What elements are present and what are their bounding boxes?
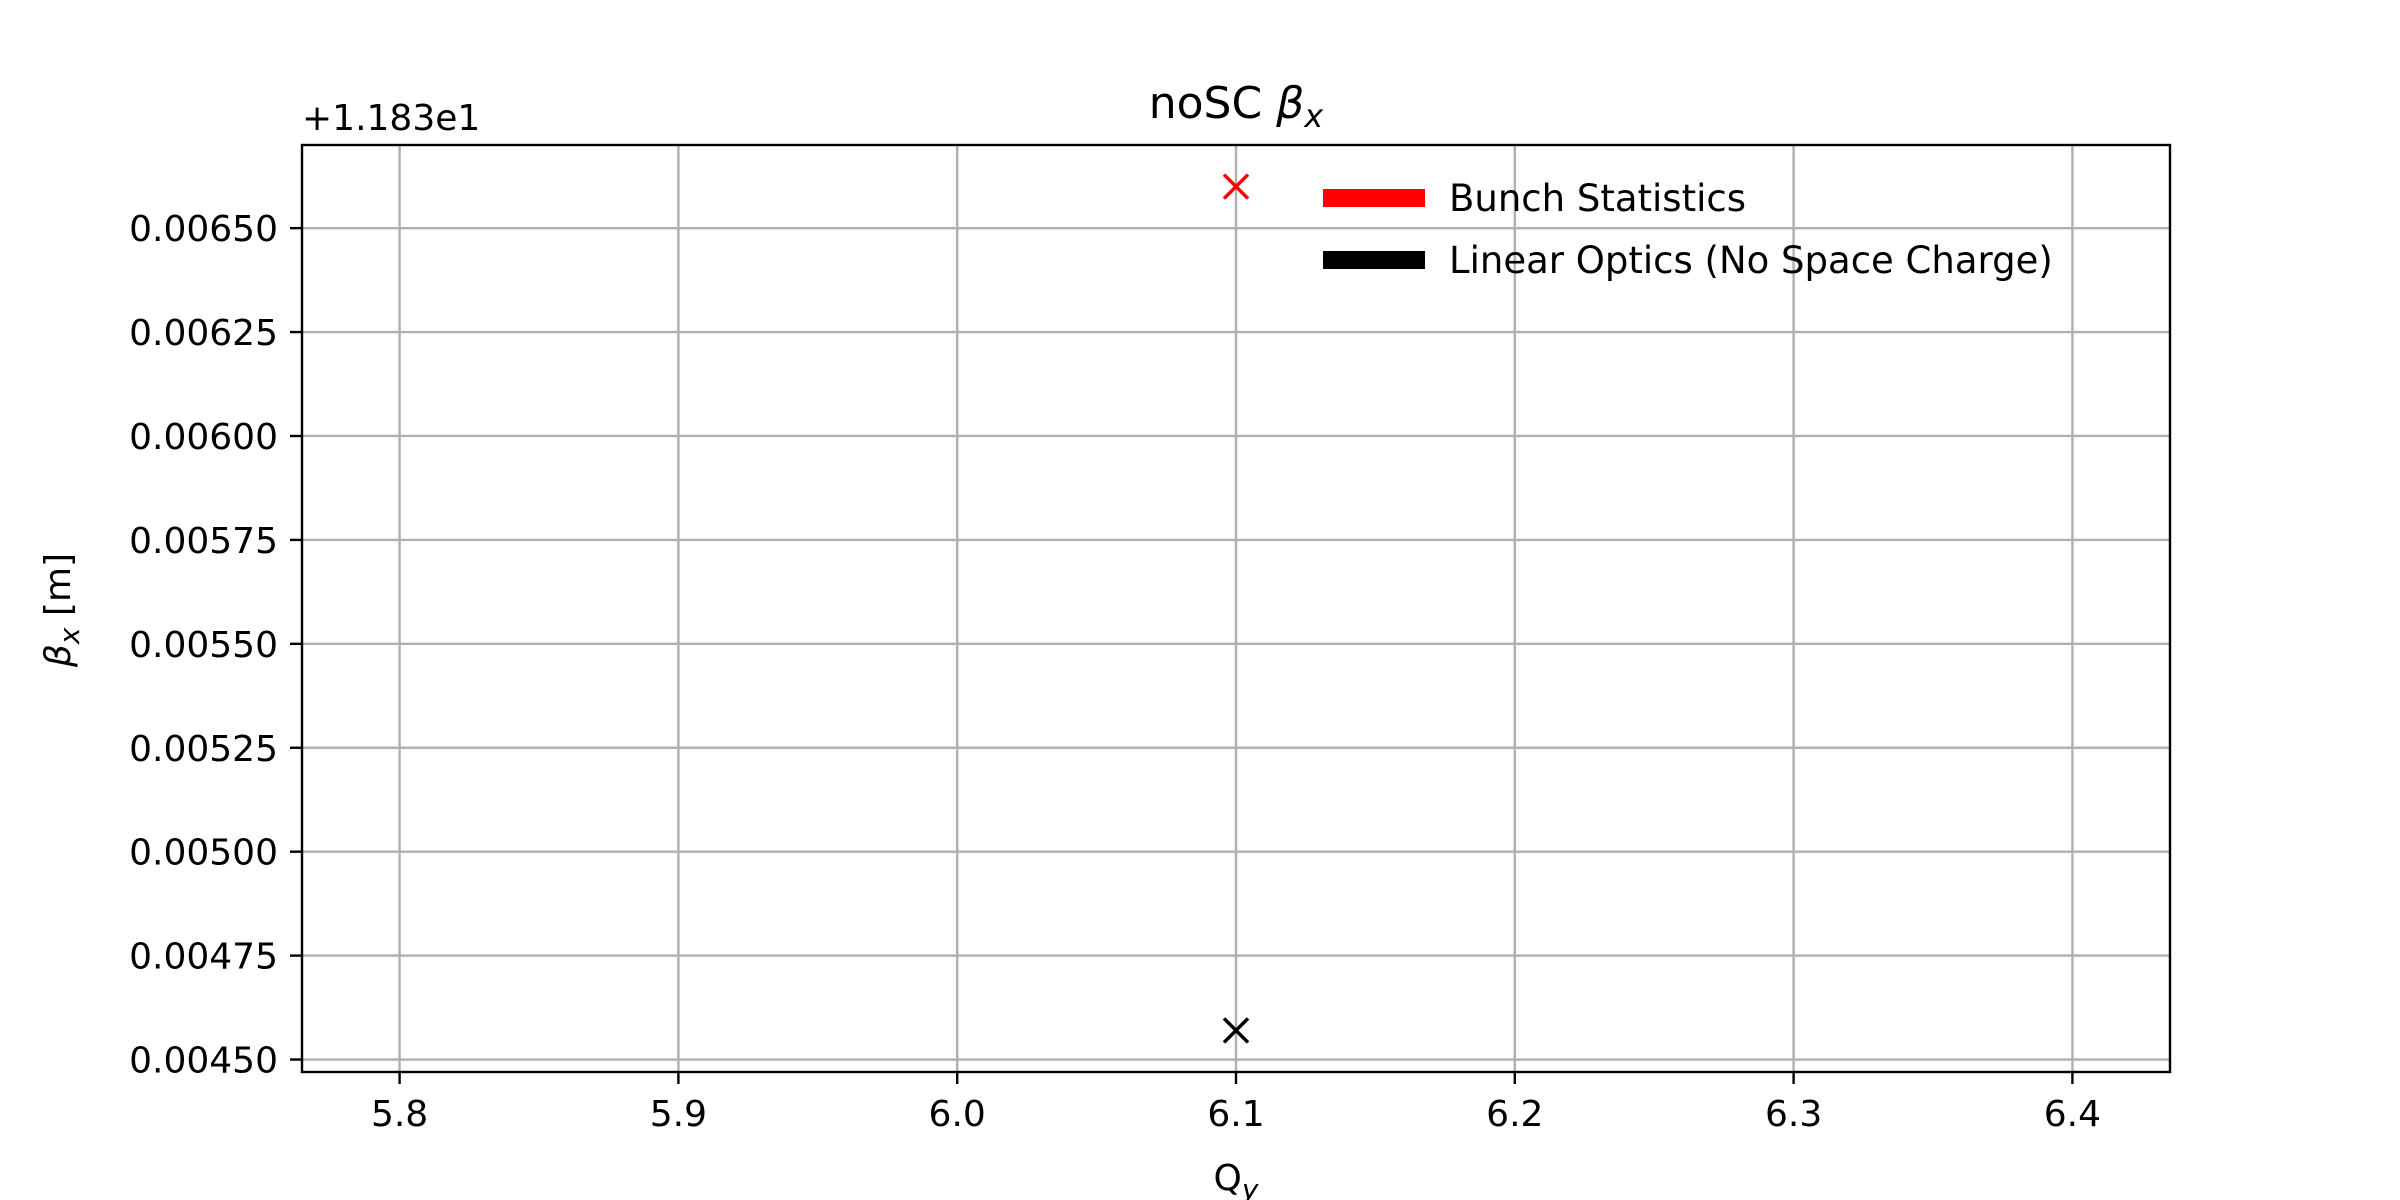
y-tick-label: 0.00650 (129, 209, 278, 250)
x-tick-label: 5.9 (650, 1094, 707, 1135)
x-tick-label: 6.1 (1207, 1094, 1264, 1135)
data-point-series-1 (1222, 1017, 1250, 1044)
legend: Bunch Statistics Linear Optics (No Space… (1323, 177, 2053, 282)
y-tick-label: 0.00550 (129, 625, 278, 666)
chart-title: noSC βx (1149, 78, 1325, 135)
data-points (1222, 173, 1250, 1044)
y-tick-label: 0.00625 (129, 313, 278, 354)
y-tick-label: 0.00450 (129, 1041, 278, 1082)
x-axis-label: Qy (1214, 1158, 1259, 1200)
y-tick-label: 0.00475 (129, 937, 278, 978)
y-tick-label: 0.00500 (129, 833, 278, 874)
y-axis-label: βx [m] (38, 553, 86, 668)
axis-ticks: 5.8 5.9 6.0 6.1 6.2 6.3 6.4 0.00450 0.00475 0.005… (129, 209, 2101, 1135)
legend-label-linear-optics: Linear Optics (No Space Charge) (1449, 239, 2053, 282)
y-tick-label: 0.00600 (129, 417, 278, 458)
grid (302, 145, 2170, 1072)
y-offset-text: +1.183e1 (302, 98, 480, 139)
x-tick-label: 6.2 (1486, 1094, 1543, 1135)
legend-label-bunch-statistics: Bunch Statistics (1449, 177, 1746, 220)
x-tick-label: 6.4 (2044, 1094, 2101, 1135)
x-tick-label: 6.0 (929, 1094, 986, 1135)
plot-frame (300, 143, 2172, 1074)
y-tick-label: 0.00525 (129, 729, 278, 770)
y-tick-label: 0.00575 (129, 521, 278, 562)
data-point-series-0 (1222, 173, 1250, 200)
x-tick-label: 6.3 (1765, 1094, 1822, 1135)
x-tick-label: 5.8 (371, 1094, 428, 1135)
